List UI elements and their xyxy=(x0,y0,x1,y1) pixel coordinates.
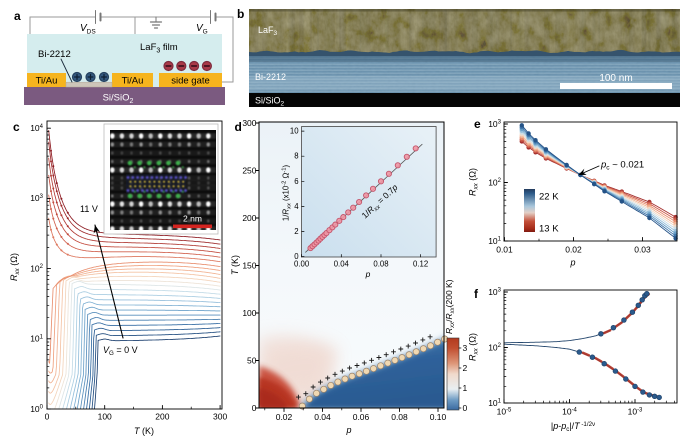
svg-text:Rxx (Ω): Rxx (Ω) xyxy=(9,253,21,281)
svg-text:101: 101 xyxy=(488,398,501,408)
svg-text:Si/SiO2: Si/SiO2 xyxy=(103,93,134,106)
svg-text:p: p xyxy=(365,269,371,279)
svg-text:pc ~ 0.021: pc ~ 0.021 xyxy=(600,160,644,172)
svg-text:Rxx (Ω): Rxx (Ω) xyxy=(468,333,480,361)
svg-text:0.00: 0.00 xyxy=(294,260,310,269)
svg-text:100 nm: 100 nm xyxy=(599,73,632,84)
svg-text:Bi-2212: Bi-2212 xyxy=(255,72,286,82)
svg-text:VDS: VDS xyxy=(80,23,96,36)
svg-text:11 V: 11 V xyxy=(80,204,98,214)
svg-text:d: d xyxy=(235,120,242,134)
svg-text:3: 3 xyxy=(463,343,468,353)
svg-text:150: 150 xyxy=(242,260,256,270)
svg-text:VG = 0 V: VG = 0 V xyxy=(103,345,138,357)
svg-text:250: 250 xyxy=(242,165,256,175)
svg-text:0.03: 0.03 xyxy=(634,245,651,255)
svg-text:Rxx/Rxx(200 K): Rxx/Rxx(200 K) xyxy=(444,279,456,334)
svg-text:2 nm: 2 nm xyxy=(183,214,202,224)
svg-text:4: 4 xyxy=(294,202,299,211)
svg-text:300: 300 xyxy=(242,118,256,128)
svg-text:101: 101 xyxy=(30,334,43,344)
svg-text:0.12: 0.12 xyxy=(413,260,428,269)
svg-text:100: 100 xyxy=(30,404,43,414)
svg-text:101: 101 xyxy=(488,236,501,246)
svg-text:0.08: 0.08 xyxy=(391,412,408,422)
svg-text:100: 100 xyxy=(98,412,112,422)
svg-text:Ti/Au: Ti/Au xyxy=(122,76,144,87)
svg-text:10: 10 xyxy=(290,127,299,136)
svg-text:0.10: 0.10 xyxy=(430,412,447,422)
svg-text:p: p xyxy=(569,258,575,268)
svg-text:Rxx (Ω): Rxx (Ω) xyxy=(468,168,480,196)
svg-text:0.04: 0.04 xyxy=(314,412,331,422)
svg-text:T (K): T (K) xyxy=(134,426,154,436)
svg-text:0.01: 0.01 xyxy=(496,245,513,255)
svg-text:Si/SiO2: Si/SiO2 xyxy=(255,96,285,108)
svg-text:2: 2 xyxy=(294,227,298,236)
svg-text:102: 102 xyxy=(30,263,43,273)
svg-text:103: 103 xyxy=(30,193,43,203)
svg-text:1: 1 xyxy=(463,383,468,393)
svg-text:c: c xyxy=(13,120,20,134)
svg-text:8: 8 xyxy=(294,152,298,161)
svg-text:6: 6 xyxy=(294,177,298,186)
svg-text:102: 102 xyxy=(488,342,501,352)
svg-text:LaF3 film: LaF3 film xyxy=(140,42,178,55)
svg-text:VG: VG xyxy=(196,23,208,36)
svg-text:0.08: 0.08 xyxy=(373,260,388,269)
svg-text:200: 200 xyxy=(155,412,169,422)
svg-text:Ti/Au: Ti/Au xyxy=(36,76,58,87)
svg-text:10-3: 10-3 xyxy=(628,407,643,417)
svg-text:LaF3: LaF3 xyxy=(258,25,278,37)
svg-text:side gate: side gate xyxy=(171,76,210,87)
svg-text:0: 0 xyxy=(294,252,299,261)
svg-text:10-4: 10-4 xyxy=(562,407,577,417)
svg-text:22 K: 22 K xyxy=(539,192,559,203)
svg-text:103: 103 xyxy=(488,287,501,297)
svg-text:102: 102 xyxy=(488,177,501,187)
svg-text:b: b xyxy=(237,7,244,21)
svg-text:0: 0 xyxy=(252,403,257,413)
svg-text:p: p xyxy=(345,425,351,435)
svg-text:104: 104 xyxy=(30,123,43,133)
svg-text:0.02: 0.02 xyxy=(276,412,293,422)
svg-text:0.04: 0.04 xyxy=(334,260,350,269)
svg-text:e: e xyxy=(474,117,481,131)
svg-text:f: f xyxy=(474,287,479,301)
svg-text:2: 2 xyxy=(463,363,468,373)
svg-text:10-5: 10-5 xyxy=(497,407,512,417)
svg-text:Bi-2212: Bi-2212 xyxy=(38,49,71,60)
svg-text:100: 100 xyxy=(242,308,256,318)
svg-text:103: 103 xyxy=(488,119,501,129)
svg-text:300: 300 xyxy=(213,412,227,422)
svg-text:0.02: 0.02 xyxy=(565,245,582,255)
svg-text:0: 0 xyxy=(45,412,50,422)
svg-text:0.06: 0.06 xyxy=(353,412,370,422)
svg-text:13 K: 13 K xyxy=(539,224,559,235)
svg-text:a: a xyxy=(14,9,21,23)
svg-text:0: 0 xyxy=(463,403,468,413)
svg-text:50: 50 xyxy=(247,355,257,365)
svg-text:T (K): T (K) xyxy=(230,255,240,275)
svg-text:200: 200 xyxy=(242,213,256,223)
svg-text:1/Rxx (x10-2 Ω-1): 1/Rxx (x10-2 Ω-1) xyxy=(282,165,293,222)
